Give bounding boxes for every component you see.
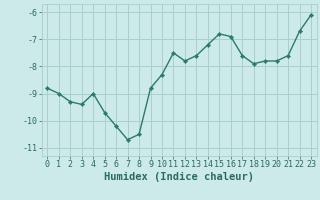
X-axis label: Humidex (Indice chaleur): Humidex (Indice chaleur) <box>104 172 254 182</box>
